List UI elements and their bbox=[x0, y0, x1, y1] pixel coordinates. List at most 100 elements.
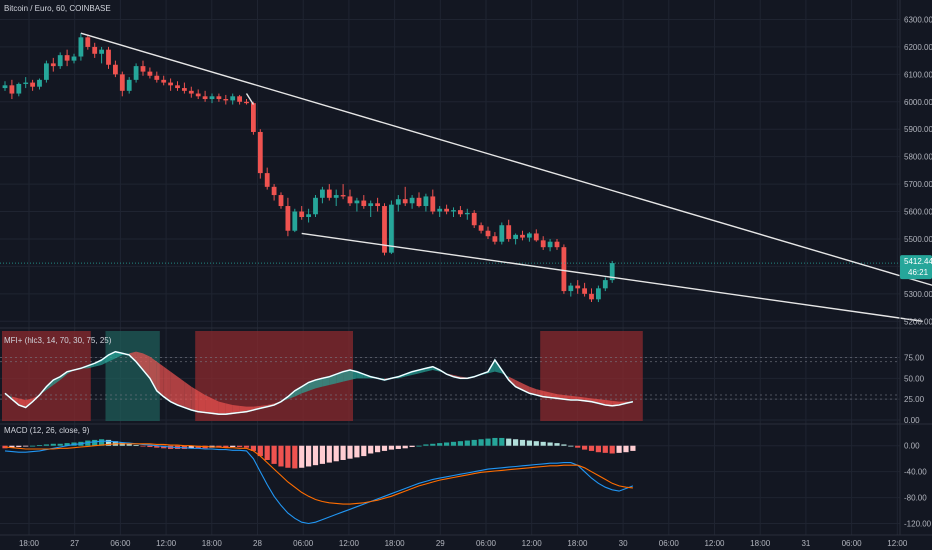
candle-body bbox=[561, 247, 567, 292]
mfi-ribbon-segment bbox=[605, 400, 613, 406]
macd-histogram-bar bbox=[416, 445, 422, 447]
mfi-axis: 75.00 50.00 25.00 0.00 bbox=[904, 354, 925, 426]
mfi-lines bbox=[0, 350, 900, 415]
macd-histogram-bar bbox=[616, 445, 622, 453]
grid-layer bbox=[0, 0, 900, 535]
macd-histogram-bar bbox=[340, 445, 346, 460]
macd-line bbox=[4, 440, 634, 525]
candle-body bbox=[161, 79, 167, 83]
time-tick-label: 06:00 bbox=[110, 539, 131, 548]
price-tick-label: 6100.00 bbox=[904, 70, 932, 79]
mfi-ribbon-segment bbox=[322, 376, 330, 387]
macd-histogram-bar bbox=[188, 445, 194, 449]
candle-body bbox=[533, 233, 539, 241]
candle-body bbox=[347, 196, 353, 204]
candle-body bbox=[37, 79, 42, 87]
mfi-ribbon-segment bbox=[315, 378, 323, 389]
candle-body bbox=[602, 280, 608, 289]
candle-body bbox=[554, 241, 560, 248]
candle-body bbox=[257, 131, 263, 174]
candle-body bbox=[271, 186, 277, 196]
macd-histogram-bar bbox=[430, 443, 436, 446]
macd-histogram-bar bbox=[16, 445, 22, 448]
price-tick-label: 5500.00 bbox=[904, 235, 932, 244]
time-tick-label: 18:00 bbox=[202, 539, 223, 548]
time-axis[interactable]: 18:00 27 06:00 12:00 18:00 28 06:00 12:00 18:00 2… bbox=[19, 539, 908, 548]
macd-histogram-bar bbox=[554, 443, 560, 446]
macd-histogram-bar bbox=[402, 445, 408, 449]
candle-body bbox=[30, 82, 35, 87]
candle-body bbox=[209, 96, 215, 100]
candle-body bbox=[244, 101, 249, 104]
candle-body bbox=[527, 233, 532, 238]
time-tick-label: 06:00 bbox=[659, 539, 680, 548]
candle-body bbox=[354, 200, 360, 204]
macd-histogram-bar bbox=[582, 445, 588, 450]
candle-body bbox=[444, 208, 449, 212]
candle-body bbox=[230, 96, 236, 101]
mfi-ribbon-segment bbox=[515, 380, 523, 390]
mfi-tick-label: 50.00 bbox=[904, 374, 925, 383]
macd-histogram-bar bbox=[375, 445, 381, 453]
candle-body bbox=[492, 236, 498, 242]
time-tick-label: 12:00 bbox=[522, 539, 543, 548]
macd-histogram-bar bbox=[154, 445, 160, 448]
candle-body bbox=[313, 197, 318, 215]
candle-body bbox=[264, 173, 270, 187]
time-tick-label: 06:00 bbox=[293, 539, 314, 548]
macd-histogram-bar bbox=[333, 445, 339, 462]
macd-histogram-bar bbox=[278, 445, 284, 467]
candle-body bbox=[540, 240, 546, 248]
candle-body bbox=[464, 212, 470, 215]
price-tick-label: 5200.00 bbox=[904, 317, 932, 326]
mfi-ribbon-segment bbox=[336, 371, 344, 384]
candle-body bbox=[195, 93, 201, 97]
candle-body bbox=[223, 99, 229, 101]
macd-histogram-bar bbox=[395, 445, 401, 449]
macd-histogram-bar bbox=[126, 443, 132, 446]
macd-histogram-bar bbox=[457, 441, 463, 446]
macd-signal-line bbox=[4, 443, 633, 505]
macd-histogram-bar bbox=[306, 445, 312, 467]
price-candles bbox=[0, 33, 900, 303]
candle-body bbox=[119, 74, 125, 91]
candle-body bbox=[292, 211, 298, 231]
candle-body bbox=[361, 200, 367, 207]
macd-histogram-bar bbox=[312, 445, 319, 466]
upper-trendline bbox=[80, 32, 932, 286]
price-tick-label: 5800.00 bbox=[904, 153, 932, 162]
macd-tick-label: -40.00 bbox=[904, 468, 927, 477]
macd-histogram-bar bbox=[595, 445, 601, 453]
macd-histogram-bar bbox=[326, 445, 332, 463]
macd-panel bbox=[2, 437, 636, 525]
macd-histogram-bar bbox=[533, 441, 539, 446]
candle-body bbox=[395, 199, 401, 205]
macd-histogram-bar bbox=[588, 445, 595, 451]
time-tick-label: 29 bbox=[436, 539, 445, 548]
candle-body bbox=[216, 96, 222, 100]
price-tick-label: 5300.00 bbox=[904, 290, 932, 299]
macd-histogram-bar bbox=[526, 440, 532, 446]
time-tick-label: 12:00 bbox=[887, 539, 908, 548]
macd-histogram-bar bbox=[195, 445, 201, 449]
macd-histogram-bar bbox=[237, 445, 243, 448]
mfi-ribbon-segment bbox=[156, 361, 164, 397]
drop-line bbox=[245, 93, 254, 105]
price-tick-label: 6200.00 bbox=[904, 43, 932, 52]
macd-histogram-bar bbox=[485, 438, 491, 446]
candle-body bbox=[188, 90, 194, 94]
time-tick-label: 12:00 bbox=[339, 539, 360, 548]
mfi-ribbon-segment bbox=[301, 382, 309, 394]
macd-histogram-bar bbox=[354, 445, 360, 458]
mfi-bear-zone bbox=[2, 331, 91, 421]
macd-histogram-bar bbox=[630, 445, 636, 451]
macd-histogram-bar bbox=[85, 440, 91, 446]
candle-body bbox=[471, 212, 477, 226]
mfi-ribbon-segment bbox=[225, 403, 233, 415]
candle-body bbox=[609, 263, 615, 281]
macd-histogram-bar bbox=[575, 445, 581, 448]
candle-body bbox=[499, 225, 505, 242]
macd-histogram-bar bbox=[57, 443, 63, 446]
macd-histogram-bar bbox=[464, 440, 470, 446]
